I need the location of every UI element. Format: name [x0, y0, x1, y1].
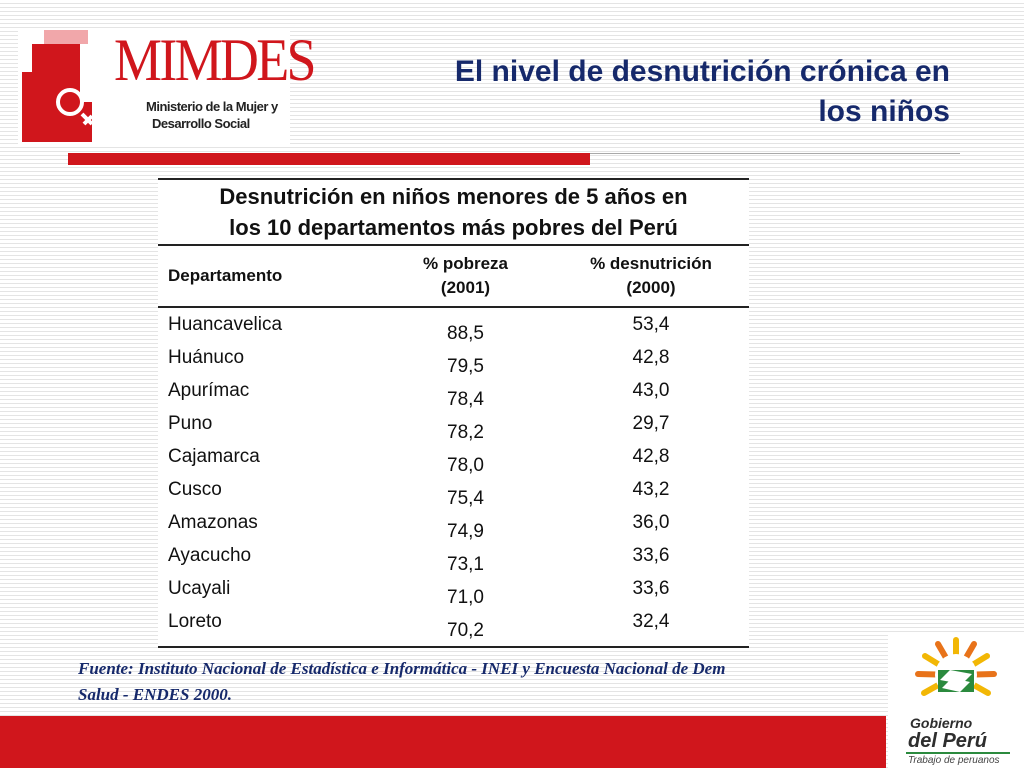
- cell-pobreza: 79,5: [447, 356, 484, 377]
- cell-desnutricion: 43,2: [632, 479, 670, 500]
- cell-departamento: Apurímac: [168, 380, 250, 401]
- cell-pobreza: 70,2: [378, 609, 553, 648]
- table-row: Ayacucho 73,1 33,6: [158, 543, 749, 576]
- table-row: Loreto 70,2 32,4: [158, 609, 749, 648]
- gov-slogan: Trabajo de peruanos: [908, 755, 1000, 766]
- footer-red-bar: [0, 716, 886, 768]
- table-caption: Desnutrición en niños menores de 5 años …: [158, 178, 749, 246]
- cell-desnutricion: 42,8: [632, 347, 670, 368]
- table-row: Cajamarca 78,0 42,8: [158, 444, 749, 477]
- gov-divider: [906, 752, 1010, 754]
- cell-departamento: Loreto: [158, 609, 378, 648]
- cell-desnutricion: 33,6: [632, 545, 670, 566]
- table-caption-line: Desnutrición en niños menores de 5 años …: [219, 184, 688, 209]
- table-row: Apurímac 78,4 43,0: [158, 378, 749, 411]
- mimdes-wordmark: MIMDES: [114, 27, 317, 93]
- mimdes-subtitle-line: Desarrollo Social: [152, 116, 250, 131]
- cell-departamento: Ucayali: [168, 578, 231, 599]
- column-header-departamento: Departamento: [158, 245, 378, 308]
- cell-desnutricion: 53,4: [632, 314, 670, 335]
- cell-pobreza: 78,4: [447, 389, 484, 410]
- mimdes-subtitle-line: Ministerio de la Mujer y: [146, 99, 278, 114]
- cell-departamento: Cajamarca: [168, 446, 260, 467]
- mimdes-subtitle: Ministerio de la Mujer y Desarrollo Soci…: [146, 98, 286, 132]
- gov-name-line: Gobierno: [910, 715, 973, 731]
- slide-title: El nivel de desnutrición crónica en los …: [350, 52, 950, 132]
- column-header-line: % desnutrición: [590, 254, 712, 273]
- cell-departamento: Puno: [168, 413, 213, 434]
- table-row: Huánuco 79,5 42,8: [158, 345, 749, 378]
- cell-pobreza: 73,1: [447, 554, 484, 575]
- malnutrition-table: Desnutrición en niños menores de 5 años …: [158, 178, 749, 648]
- cell-desnutricion: 43,0: [632, 380, 670, 401]
- table-row: Huancavelica 88,5 53,4: [158, 307, 749, 345]
- column-header-line: (2000): [626, 278, 676, 297]
- cell-departamento: Amazonas: [168, 512, 258, 533]
- gobierno-peru-emblem-icon: [915, 637, 997, 696]
- table-header-row: Departamento % pobreza (2001) % desnutri…: [158, 245, 749, 308]
- table-row: Cusco 75,4 43,2: [158, 477, 749, 510]
- slide-title-line: El nivel de desnutrición crónica en: [454, 55, 950, 88]
- cell-desnutricion: 29,7: [632, 413, 670, 434]
- cell-departamento: Huánuco: [168, 347, 245, 368]
- title-underline-red: [68, 153, 590, 165]
- mimdes-logo-icon: [22, 30, 94, 142]
- cell-pobreza: 78,2: [447, 422, 484, 443]
- footnote-line: Fuente: Instituto Nacional de Estadístic…: [78, 659, 726, 678]
- gobierno-peru-name: Gobierno del Perú: [908, 715, 1018, 752]
- slide-title-line: los niños: [818, 95, 950, 128]
- cell-pobreza: 75,4: [447, 488, 484, 509]
- cell-desnutricion: 33,6: [632, 578, 670, 599]
- column-header-pobreza: % pobreza (2001): [378, 245, 553, 308]
- gov-name-line: del Perú: [908, 730, 987, 752]
- gobierno-peru-logo: Gobierno del Perú Trabajo de peruanos: [888, 634, 1024, 768]
- column-header-line: (2001): [440, 278, 491, 297]
- table-row: Amazonas 74,9 36,0: [158, 510, 749, 543]
- cell-departamento: Cusco: [168, 479, 222, 500]
- column-header-desnutricion: % desnutrición (2000): [553, 245, 749, 308]
- table-row: Ucayali 71,0 33,6: [158, 576, 749, 609]
- cell-desnutricion: 36,0: [632, 512, 670, 533]
- cell-departamento: Ayacucho: [168, 545, 252, 566]
- cell-pobreza: 71,0: [447, 587, 484, 608]
- source-footnote: Fuente: Instituto Nacional de Estadístic…: [78, 656, 886, 706]
- cell-departamento: Huancavelica: [168, 314, 283, 335]
- column-header-line: % pobreza: [422, 254, 509, 273]
- table-caption-line: los 10 departamentos más pobres del Perú: [229, 215, 678, 240]
- table-caption-row: Desnutrición en niños menores de 5 años …: [158, 178, 749, 246]
- table-row: Puno 78,2 29,7: [158, 411, 749, 444]
- title-underline-grey: [590, 153, 960, 154]
- cell-pobreza: 88,5: [447, 323, 484, 344]
- footnote-line: Salud - ENDES 2000.: [78, 685, 232, 704]
- cell-desnutricion: 32,4: [553, 609, 749, 648]
- cell-desnutricion: 42,8: [632, 446, 670, 467]
- mimdes-logo: MIMDES Ministerio de la Mujer y Desarrol…: [18, 28, 317, 144]
- cell-pobreza: 78,0: [447, 455, 484, 476]
- column-header-line: Departamento: [168, 266, 283, 285]
- cell-pobreza: 74,9: [447, 521, 484, 542]
